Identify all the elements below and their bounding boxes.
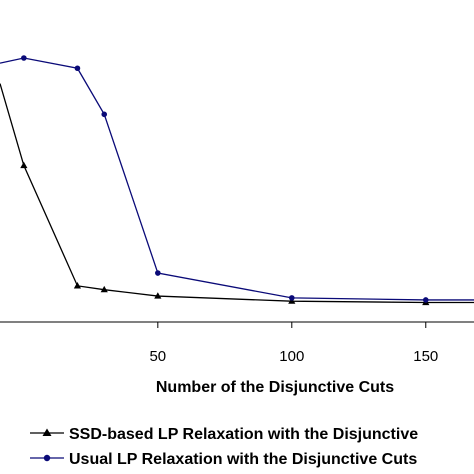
data-point [288, 295, 295, 301]
data-point [154, 292, 162, 299]
x-tick-label: 150 [413, 348, 438, 365]
legend-item-usual: Usual LP Relaxation with the Disjunctive… [30, 451, 417, 468]
series-line-1 [0, 83, 474, 304]
legend-marker-triangle-icon [42, 428, 52, 436]
data-point [20, 161, 28, 169]
series-1 [0, 83, 474, 306]
data-point [101, 111, 108, 118]
data-point [155, 270, 161, 276]
plot-area [0, 55, 474, 306]
legend-label-usual: Usual LP Relaxation with the Disjunctive… [69, 451, 417, 468]
legend-marker-circle-icon [43, 454, 51, 462]
data-point [74, 65, 81, 72]
series-line-2 [0, 57, 474, 301]
legend-item-ssd: SSD-based LP Relaxation with the Disjunc… [30, 426, 418, 443]
data-point [422, 297, 429, 303]
series-2 [0, 55, 474, 303]
x-axis-title: Number of the Disjunctive Cuts [156, 379, 394, 396]
x-tick-label: 100 [279, 348, 304, 365]
legend-label-ssd: SSD-based LP Relaxation with the Disjunc… [69, 426, 418, 443]
legend: SSD-based LP Relaxation with the Disjunc… [30, 426, 418, 468]
data-point [100, 285, 108, 293]
x-tick-label: 50 [149, 348, 166, 365]
data-point [73, 282, 82, 289]
data-point [21, 55, 27, 61]
x-axis-ticks: 50 100 150 [149, 322, 438, 365]
